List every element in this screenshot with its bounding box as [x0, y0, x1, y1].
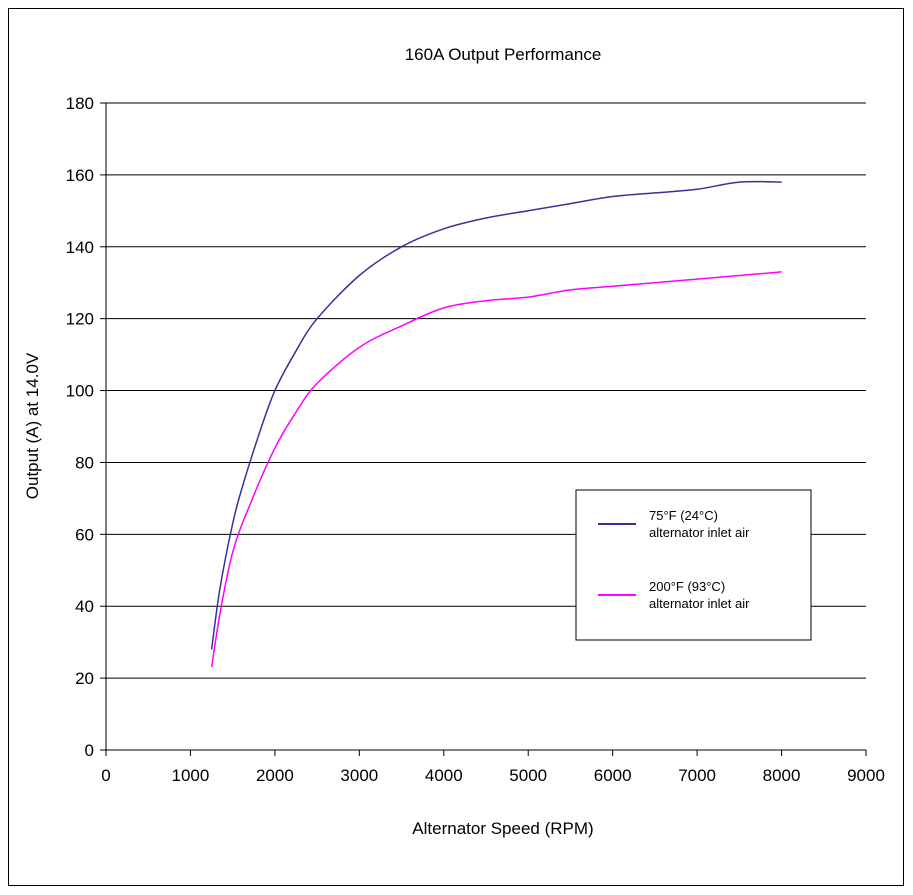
legend-label-200f-line1: 200°F (93°C)	[649, 579, 725, 594]
line-chart: 160A Output Performance 0 20 40 60 80 100 120 1…	[8, 8, 904, 886]
legend-label-200f-line2: alternator inlet air	[649, 596, 750, 611]
y-tick-label-120: 120	[66, 310, 94, 329]
y-tick-label-140: 140	[66, 238, 94, 257]
y-tick-label-60: 60	[75, 525, 94, 544]
x-tick-label-1000: 1000	[172, 766, 210, 785]
x-tick-label-2000: 2000	[256, 766, 294, 785]
legend-box	[575, 489, 812, 641]
x-axis-label: Alternator Speed (RPM)	[412, 819, 593, 838]
y-tick-label-160: 160	[66, 166, 94, 185]
series-lines	[210, 180, 782, 668]
x-tick-label-8000: 8000	[763, 766, 801, 785]
grid-lines	[106, 102, 866, 679]
x-tick-label-5000: 5000	[509, 766, 547, 785]
axes	[100, 102, 867, 756]
chart-frame: 160A Output Performance 0 20 40 60 80 100 120 1…	[8, 8, 904, 886]
x-tick-label-0: 0	[101, 766, 110, 785]
y-tick-label-20: 20	[75, 669, 94, 688]
legend-label-75f-line2: alternator inlet air	[649, 525, 750, 540]
y-tick-labels: 0 20 40 60 80 100 120 140 160 180	[66, 94, 94, 760]
y-tick-label-40: 40	[75, 597, 94, 616]
x-tick-label-6000: 6000	[594, 766, 632, 785]
x-tick-labels: 0 1000 2000 3000 4000 5000 6000 7000 8000 9000	[101, 766, 885, 785]
legend: 75°F (24°C) alternator inlet air 200°F (…	[575, 489, 812, 641]
x-tick-label-7000: 7000	[678, 766, 716, 785]
y-tick-label-180: 180	[66, 94, 94, 113]
series-line-1	[210, 271, 782, 668]
x-tick-label-4000: 4000	[425, 766, 463, 785]
chart-title: 160A Output Performance	[405, 45, 602, 64]
chart-border	[8, 8, 904, 886]
y-axis-label: Output (A) at 14.0V	[23, 352, 42, 499]
series-line-0	[210, 180, 782, 650]
y-tick-label-80: 80	[75, 453, 94, 472]
x-tick-label-3000: 3000	[340, 766, 378, 785]
y-tick-label-100: 100	[66, 382, 94, 401]
y-tick-label-0: 0	[85, 741, 94, 760]
legend-label-75f-line1: 75°F (24°C)	[649, 508, 718, 523]
x-tick-label-9000: 9000	[847, 766, 885, 785]
